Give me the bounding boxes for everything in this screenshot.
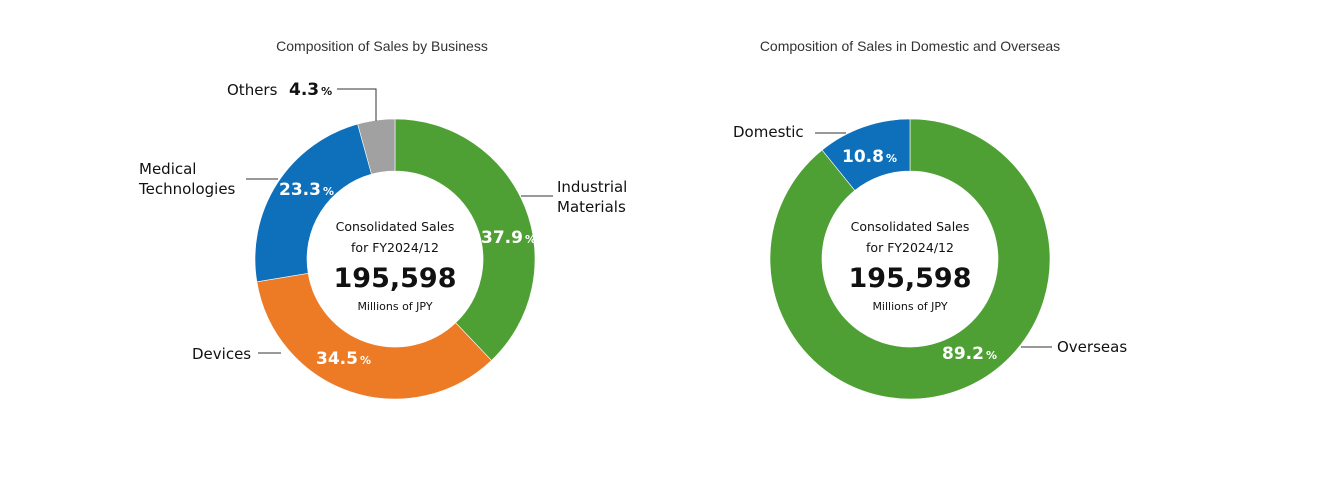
chart-business-center-unit: Millions of JPY <box>357 300 432 313</box>
slice-others <box>357 118 396 175</box>
chart-region-center-line1: Consolidated Sales <box>851 219 970 234</box>
chart-region-center-total: 195,598 <box>849 263 972 294</box>
chart-business: Composition of Sales by Business Consoli… <box>138 38 632 400</box>
slice-devices <box>256 272 492 400</box>
pct-label-domestic: 10.8% <box>842 147 897 167</box>
category-label-domestic: Domestic <box>733 123 804 141</box>
chart-business-center-line1: Consolidated Sales <box>336 219 455 234</box>
category-label-overseas: Overseas <box>1057 338 1127 356</box>
leader-others <box>337 88 377 121</box>
pct-label-industrial: 37.9% <box>481 228 536 248</box>
chart-business-slices <box>254 118 536 400</box>
chart-business-center-total: 195,598 <box>334 263 457 294</box>
pct-label-overseas: 89.2% <box>942 344 997 364</box>
chart-region: Composition of Sales in Domestic and Ove… <box>733 38 1127 400</box>
chart-region-center-line2: for FY2024/12 <box>866 240 954 255</box>
category-label-industrial: Industrial Materials <box>557 178 632 216</box>
chart-region-slices <box>769 118 1051 400</box>
pct-label-medical: 23.3% <box>279 180 334 200</box>
slice-industrial <box>394 118 536 361</box>
pct-label-devices: 34.5% <box>316 349 371 369</box>
category-label-devices: Devices <box>192 345 251 363</box>
slice-overseas <box>769 118 1051 400</box>
chart-region-center-unit: Millions of JPY <box>872 300 947 313</box>
slice-medical <box>254 123 372 283</box>
chart-business-title: Composition of Sales by Business <box>276 38 488 54</box>
chart-business-center-line2: for FY2024/12 <box>351 240 439 255</box>
category-label-others: Others <box>227 81 278 99</box>
pct-label-others: 4.3% <box>289 80 332 100</box>
slice-domestic <box>821 118 911 191</box>
category-label-medical: Medical Technologies <box>138 160 236 198</box>
chart-region-title: Composition of Sales in Domestic and Ove… <box>760 38 1060 54</box>
